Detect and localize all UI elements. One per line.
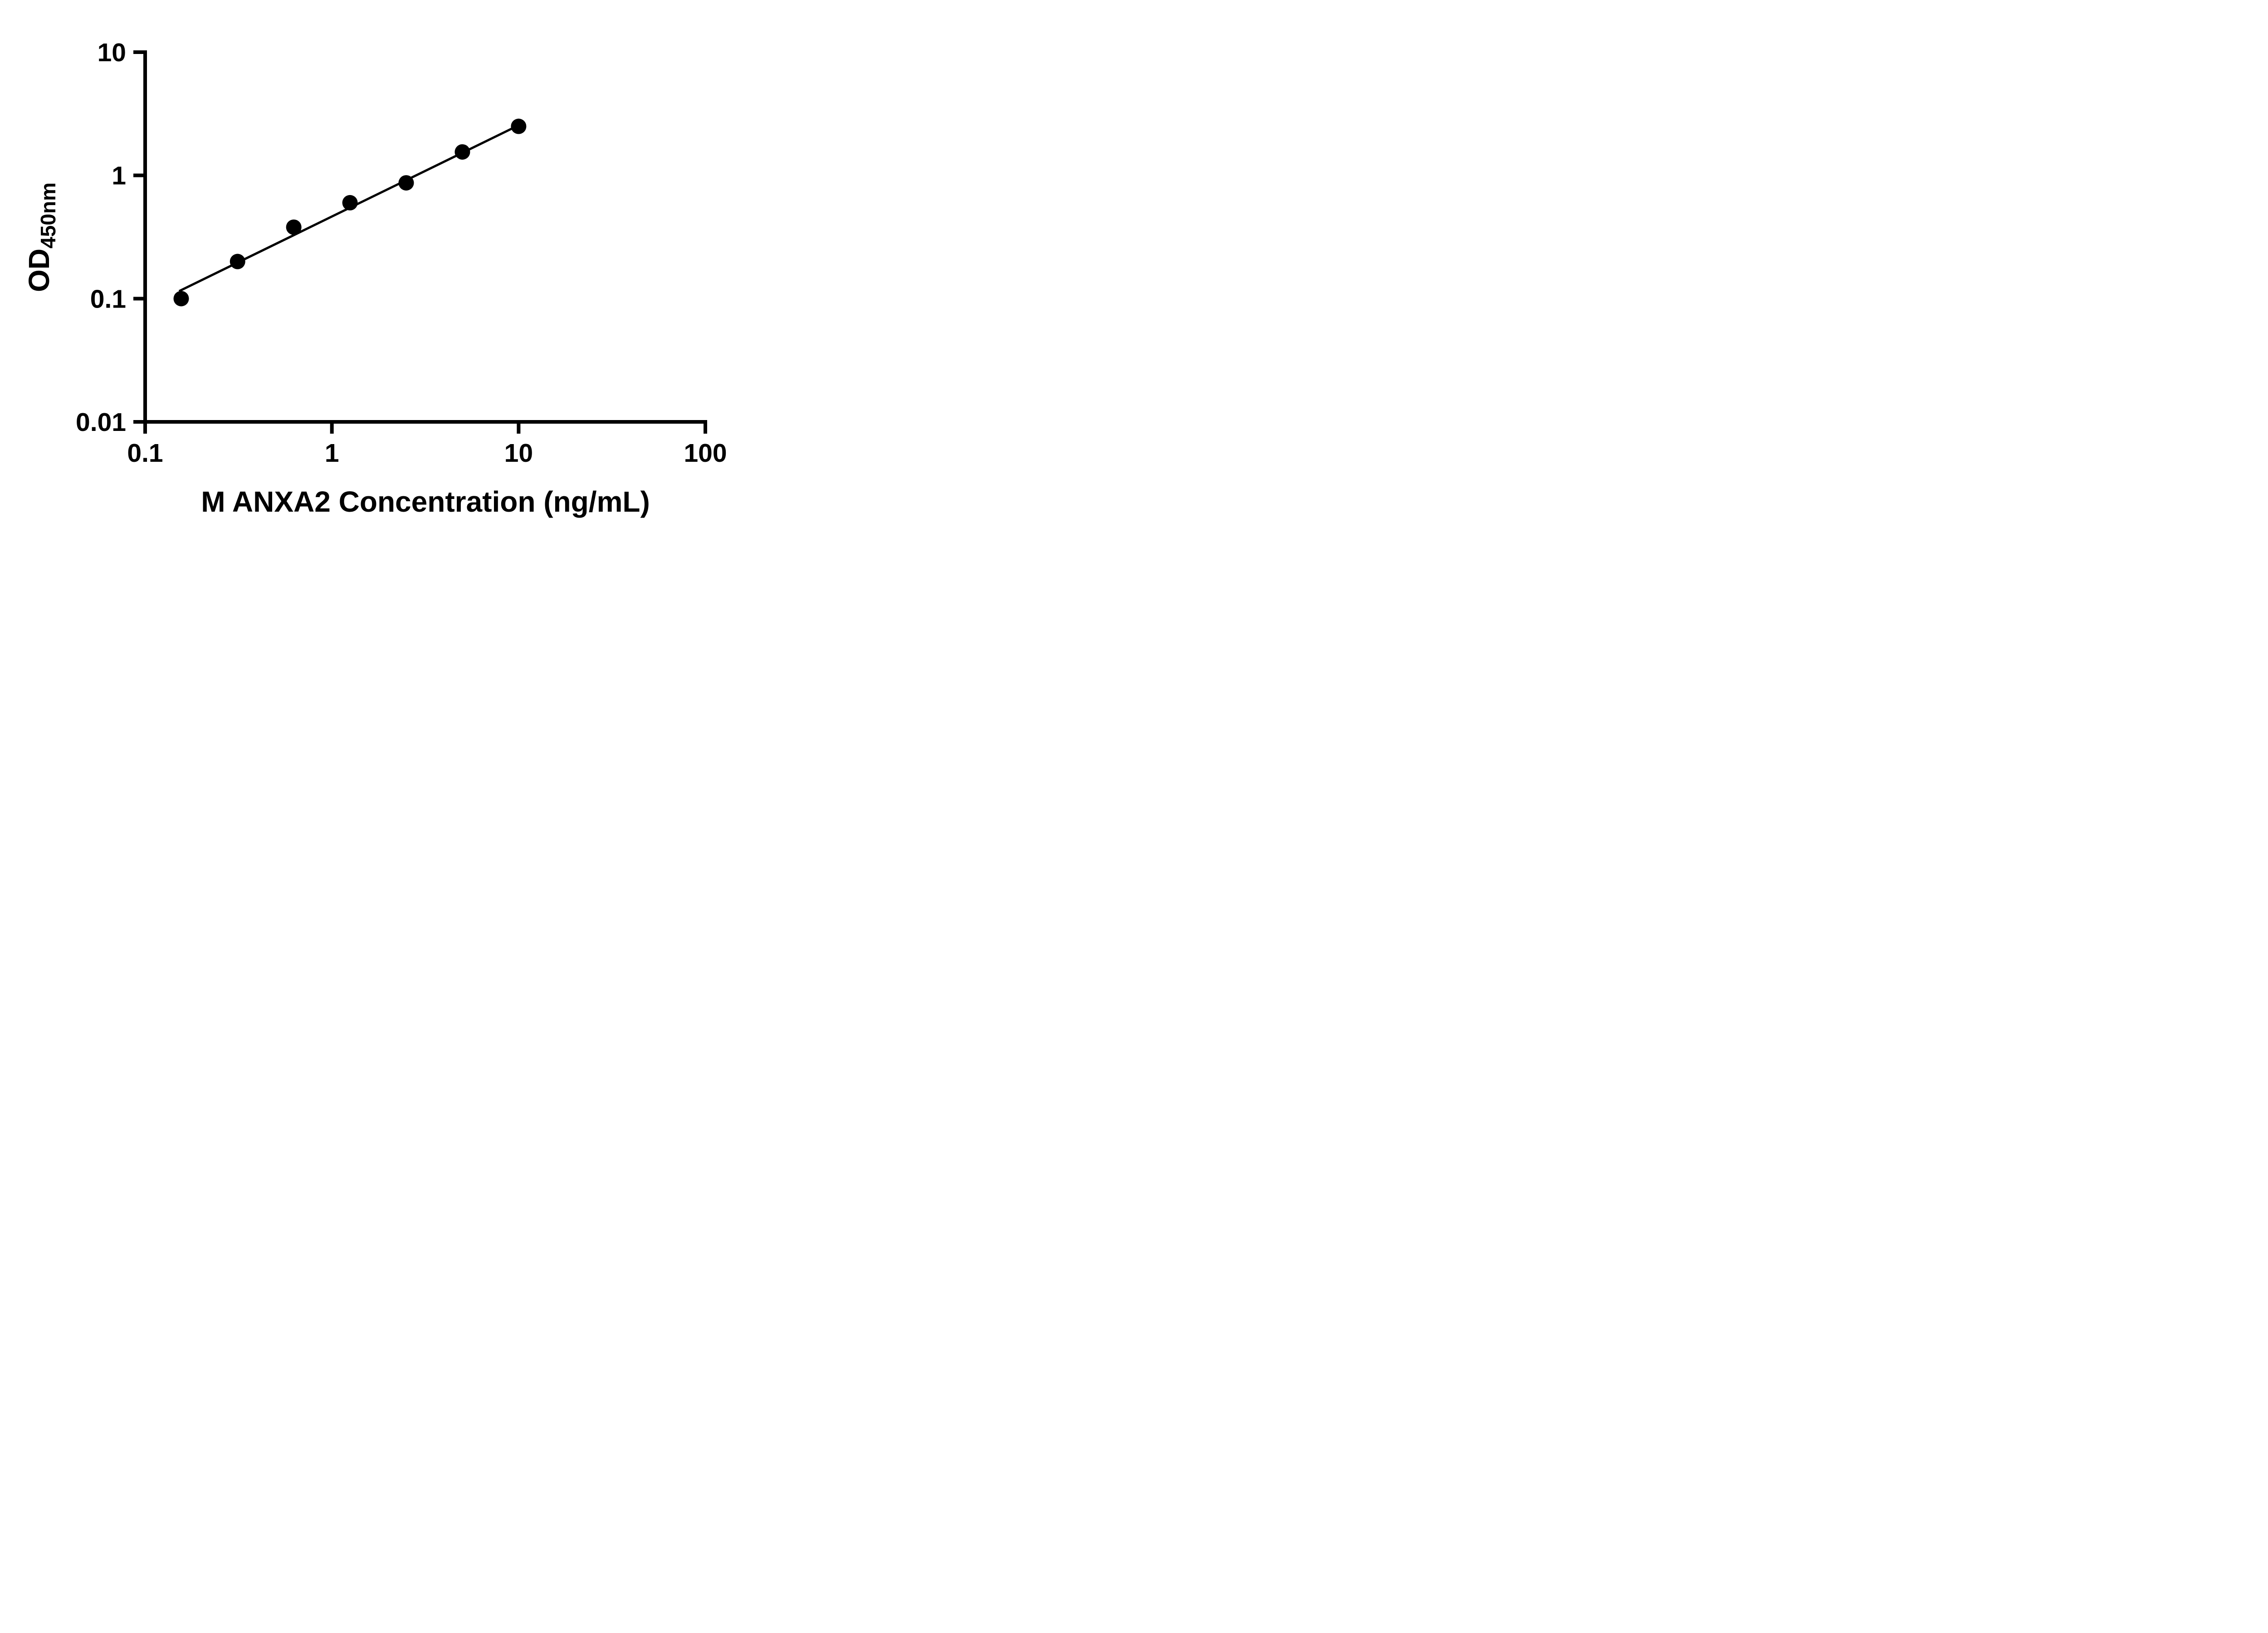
standard-curve-chart: 10 1 0.1 0.01 100 10 1 0.1 M ANXA2 Concentration… xyxy=(0,0,776,544)
data-point xyxy=(511,118,527,134)
data-point xyxy=(342,195,358,210)
data-point xyxy=(398,175,414,191)
y-tick-label: 1 xyxy=(112,161,126,191)
y-tick-label: 0.1 xyxy=(90,284,126,313)
y-axis-title-main: OD xyxy=(23,249,55,292)
x-tick-label: 100 xyxy=(684,439,727,468)
data-point xyxy=(230,254,245,269)
y-tick-label: 0.01 xyxy=(76,408,126,437)
data-point xyxy=(455,144,470,160)
y-tick-label: 10 xyxy=(98,38,126,67)
y-axis-title: OD450nm xyxy=(23,182,60,292)
data-point xyxy=(286,219,302,235)
x-tick-label: 1 xyxy=(325,439,339,468)
y-axis-title-subscript: 450nm xyxy=(36,182,60,249)
x-tick-label: 0.1 xyxy=(127,439,163,468)
data-point xyxy=(173,291,189,307)
x-tick-label: 10 xyxy=(504,439,533,468)
x-axis-title: M ANXA2 Concentration (ng/mL) xyxy=(201,485,650,518)
